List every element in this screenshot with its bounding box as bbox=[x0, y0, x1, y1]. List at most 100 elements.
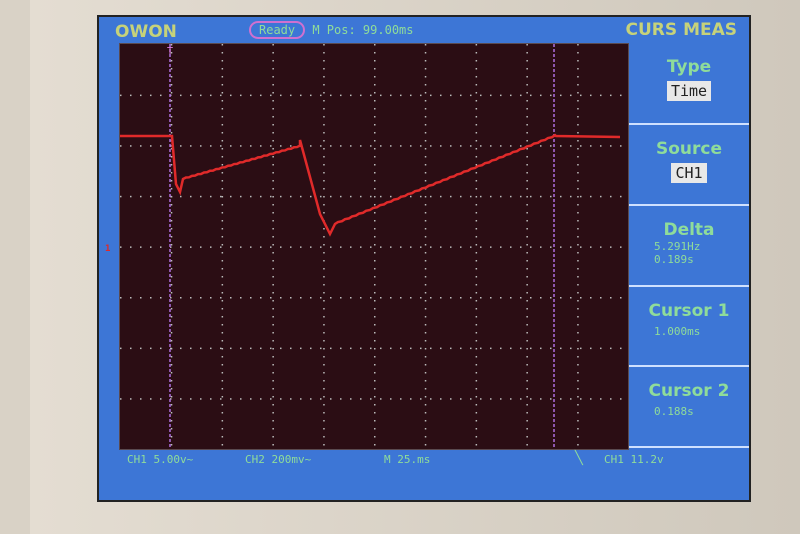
grid-dot bbox=[272, 236, 274, 238]
grid-dot bbox=[272, 220, 274, 222]
grid-dot bbox=[420, 195, 422, 198]
grid-dot bbox=[374, 156, 376, 158]
grid-dot bbox=[323, 148, 325, 150]
grid-dot bbox=[200, 94, 202, 97]
grid-dot bbox=[323, 252, 325, 254]
grid-dot bbox=[120, 398, 122, 400]
grid-dot bbox=[221, 404, 224, 406]
source-value[interactable]: CH1 bbox=[671, 163, 707, 183]
grid-dot bbox=[221, 252, 224, 254]
grid-dot bbox=[360, 145, 362, 147]
grid-dot bbox=[424, 324, 427, 326]
grid-dot bbox=[374, 420, 376, 422]
grid-dot bbox=[424, 84, 427, 86]
menu-cursor1[interactable]: Cursor 1 1.000ms bbox=[629, 287, 749, 367]
grid-dot bbox=[160, 297, 162, 299]
grid-dot bbox=[560, 94, 562, 97]
menu-cursor2[interactable]: Cursor 2 0.188s bbox=[629, 367, 749, 448]
grid-dot bbox=[120, 195, 122, 198]
grid-dot bbox=[570, 246, 572, 248]
type-value[interactable]: Time bbox=[666, 81, 712, 101]
grid-dot bbox=[540, 94, 542, 97]
grid-dot bbox=[450, 94, 452, 97]
grid-dot bbox=[577, 372, 579, 374]
grid-dot bbox=[610, 246, 612, 248]
grid-dot bbox=[221, 60, 224, 62]
grid-dot bbox=[323, 340, 325, 342]
grid-dot bbox=[170, 116, 173, 118]
type-label: Type bbox=[666, 57, 712, 77]
grid-dot bbox=[272, 436, 274, 438]
grid-dot bbox=[130, 246, 132, 248]
grid-dot bbox=[221, 52, 224, 54]
grid-dot bbox=[475, 252, 478, 254]
menu-source[interactable]: Source CH1 bbox=[629, 125, 749, 206]
grid-dot bbox=[370, 246, 372, 248]
grid-dot bbox=[380, 145, 382, 147]
grid-dot bbox=[370, 195, 372, 198]
grid-dot bbox=[130, 94, 132, 97]
menu-type[interactable]: Type Time bbox=[629, 43, 749, 125]
grid-dot bbox=[526, 172, 528, 174]
grid-dot bbox=[272, 44, 274, 46]
grid-dot bbox=[272, 300, 274, 302]
grid-dot bbox=[210, 145, 212, 147]
grid-dot bbox=[510, 94, 512, 97]
grid-dot bbox=[424, 60, 427, 62]
grid-dot bbox=[323, 364, 325, 366]
grid-dot bbox=[320, 347, 322, 350]
grid-dot bbox=[600, 246, 602, 248]
grid-dot bbox=[272, 412, 274, 414]
grid-dot bbox=[270, 94, 272, 97]
grid-dot bbox=[460, 246, 462, 248]
grid-dot bbox=[550, 195, 552, 198]
grid-dot bbox=[577, 348, 579, 350]
grid-dot bbox=[424, 204, 427, 206]
grid-dot bbox=[380, 297, 382, 299]
grid-dot bbox=[475, 156, 478, 158]
grid-dot bbox=[510, 347, 512, 350]
grid-dot bbox=[577, 156, 579, 158]
grid-dot bbox=[577, 76, 579, 78]
grid-dot bbox=[475, 380, 478, 382]
grid-dot bbox=[220, 347, 222, 350]
grid-dot bbox=[320, 297, 322, 299]
grid-dot bbox=[600, 195, 602, 198]
grid-dot bbox=[577, 212, 579, 214]
grid-dot bbox=[475, 148, 478, 150]
grid-dot bbox=[290, 398, 292, 400]
grid-dot bbox=[221, 148, 224, 150]
grid-dot bbox=[424, 68, 427, 70]
status-badge: Ready bbox=[249, 21, 306, 39]
grid-dot bbox=[526, 212, 528, 214]
grid-dot bbox=[323, 60, 325, 62]
grid-dot bbox=[530, 246, 532, 248]
grid-dot bbox=[270, 398, 272, 400]
grid-dot bbox=[323, 260, 325, 262]
grid-dot bbox=[210, 195, 212, 198]
grid-dot bbox=[272, 164, 274, 166]
grid-dot bbox=[590, 195, 592, 198]
grid-dot bbox=[550, 347, 552, 350]
grid-dot bbox=[475, 188, 478, 190]
grid-dot bbox=[526, 268, 528, 270]
grid-dot bbox=[221, 388, 224, 390]
grid-dot bbox=[272, 68, 274, 70]
grid-dot bbox=[530, 347, 532, 350]
grid-dot bbox=[475, 212, 478, 214]
grid-dot bbox=[220, 398, 222, 400]
grid-dot bbox=[470, 195, 472, 198]
grid-dot bbox=[580, 195, 582, 198]
grid-dot bbox=[374, 108, 376, 110]
grid-dot bbox=[440, 246, 442, 248]
grid-dot bbox=[272, 140, 274, 142]
grid-dot bbox=[374, 140, 376, 142]
grid-dot bbox=[400, 347, 402, 350]
grid-dot bbox=[475, 204, 478, 206]
grid-dot bbox=[330, 297, 332, 299]
grid-dot bbox=[526, 388, 528, 390]
grid-dot bbox=[272, 244, 274, 246]
grid-dot bbox=[374, 428, 376, 430]
grid-dot bbox=[140, 145, 142, 147]
grid-dot bbox=[577, 332, 579, 334]
